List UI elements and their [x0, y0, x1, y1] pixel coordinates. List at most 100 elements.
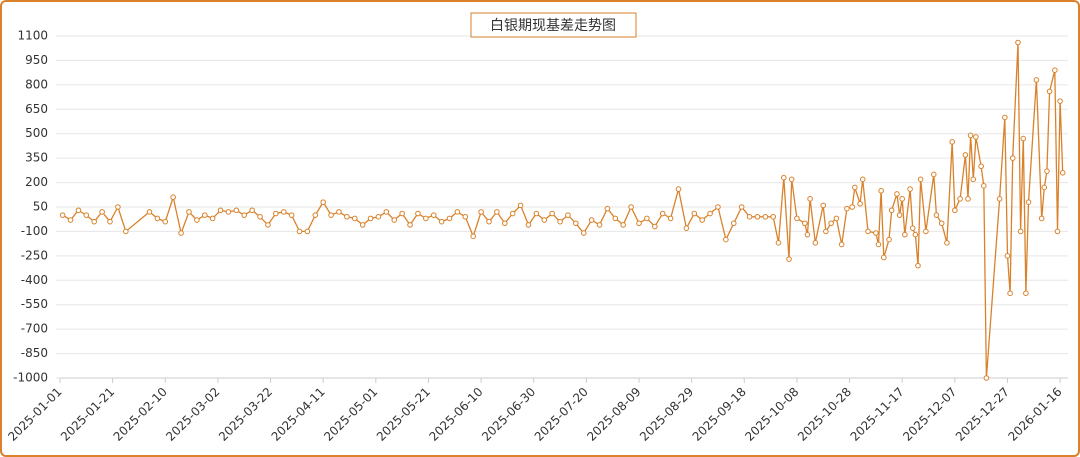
data-point — [699, 217, 705, 223]
data-point — [812, 240, 819, 246]
data-point — [886, 236, 892, 243]
data-point — [470, 233, 477, 240]
data-point — [844, 205, 850, 212]
data-point — [807, 196, 813, 202]
data-point — [415, 210, 421, 217]
data-point — [249, 207, 255, 214]
x-tick-label: 2025-08-29 — [637, 385, 696, 444]
data-point — [909, 225, 916, 231]
data-point — [478, 209, 484, 215]
data-point — [644, 215, 650, 222]
data-point — [1009, 155, 1016, 161]
data-point — [486, 218, 492, 225]
data-point — [1038, 215, 1045, 222]
data-point — [899, 196, 905, 202]
data-point — [878, 187, 884, 194]
data-point — [896, 212, 903, 218]
data-point — [320, 199, 326, 205]
data-point — [912, 231, 919, 238]
data-point — [983, 375, 990, 381]
data-point — [280, 209, 287, 215]
y-tick-label: -850 — [21, 346, 48, 360]
x-tick-label: 2025-08-09 — [584, 385, 643, 444]
x-tick-label: 2025-07-20 — [532, 385, 591, 444]
data-point — [828, 220, 834, 227]
data-point — [612, 215, 619, 222]
data-point — [107, 218, 113, 225]
data-point — [1015, 39, 1021, 46]
x-tick-label: 2025-10-08 — [742, 385, 801, 444]
data-point — [923, 228, 929, 235]
data-point — [146, 209, 153, 215]
data-point — [225, 209, 232, 215]
data-point — [154, 215, 161, 222]
x-tick-label: 2025-10-28 — [795, 385, 854, 444]
data-point — [962, 152, 969, 158]
data-point — [83, 212, 90, 218]
x-tick-label: 2025-01-21 — [58, 385, 117, 444]
data-point — [1052, 67, 1058, 73]
data-point — [233, 207, 240, 214]
data-point — [1041, 184, 1048, 191]
data-point — [170, 194, 176, 201]
data-point — [659, 210, 666, 217]
data-point — [1020, 135, 1027, 142]
data-point — [501, 220, 508, 227]
y-tick-label: -550 — [21, 297, 48, 311]
y-tick-label: -100 — [21, 224, 48, 238]
data-point — [823, 228, 829, 235]
data-point — [517, 202, 524, 209]
data-point — [359, 222, 366, 228]
data-point — [178, 230, 184, 236]
data-point — [859, 176, 866, 183]
data-point — [115, 204, 121, 210]
y-tick-label: -700 — [21, 322, 48, 336]
data-point — [880, 254, 887, 261]
data-point — [265, 222, 271, 228]
y-tick-label: 950 — [25, 53, 48, 67]
data-point — [780, 174, 787, 181]
data-point — [715, 204, 721, 210]
x-tick-label: 2025-03-22 — [216, 385, 275, 444]
y-tick-label: -1000 — [13, 371, 48, 385]
x-tick-label: 2025-04-11 — [269, 385, 328, 444]
data-point — [288, 212, 295, 218]
data-point — [430, 212, 437, 218]
x-tick-label: 2025-01-01 — [5, 385, 64, 444]
data-point — [533, 210, 540, 217]
data-point — [328, 212, 334, 218]
data-point — [75, 207, 82, 214]
data-point — [973, 134, 979, 140]
data-point — [857, 200, 863, 207]
data-point — [541, 217, 548, 223]
data-point — [794, 215, 800, 222]
data-point — [209, 215, 216, 222]
data-point — [1017, 228, 1024, 235]
data-point — [996, 196, 1003, 202]
data-point — [888, 207, 895, 214]
data-point — [509, 210, 516, 217]
data-point — [588, 217, 595, 223]
data-point — [930, 171, 937, 178]
data-point — [873, 230, 879, 236]
data-point — [344, 213, 350, 220]
x-tick-label: 2025-05-21 — [374, 385, 433, 444]
data-point — [257, 213, 263, 220]
series-line — [62, 42, 1064, 379]
data-point — [99, 209, 105, 215]
data-point — [217, 207, 224, 214]
x-tick-label: 2025-02-10 — [111, 385, 170, 444]
data-point — [620, 222, 627, 228]
data-point — [565, 212, 571, 218]
data-point — [723, 236, 729, 243]
data-point — [162, 218, 169, 225]
data-point — [804, 231, 811, 238]
data-point — [667, 215, 674, 222]
data-point — [762, 213, 769, 220]
data-point — [852, 184, 858, 191]
data-point — [1059, 170, 1066, 176]
data-point — [967, 132, 974, 139]
y-tick-label: 650 — [25, 102, 48, 116]
data-point — [391, 217, 398, 223]
